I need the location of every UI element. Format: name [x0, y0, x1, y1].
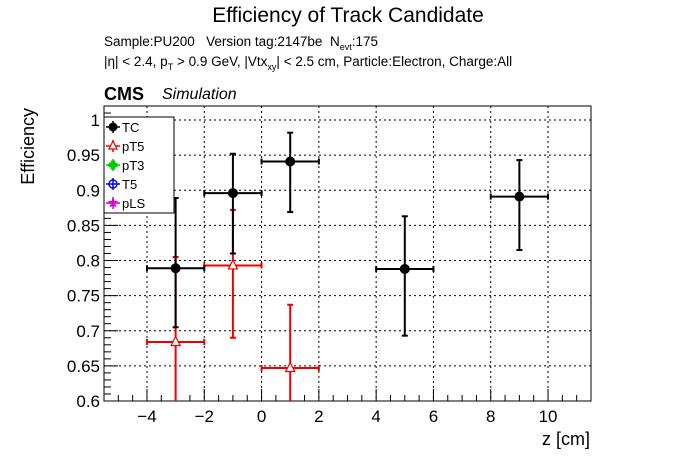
- x-tick-label: 0: [257, 407, 266, 426]
- legend-label-T5: T5: [122, 177, 137, 192]
- legend: TC pT5 pT3 T5 pLS: [103, 116, 175, 214]
- sample-text: Sample:PU200: [104, 34, 195, 49]
- y-tick-label: 0.7: [76, 322, 100, 341]
- legend-marker-TC: [108, 122, 118, 132]
- pt-cut-text: > 0.9 GeV, |Vtx: [173, 54, 268, 69]
- vtx-subscript: xy: [267, 62, 277, 72]
- data-point-TC: [170, 263, 181, 274]
- simulation-label: Simulation: [162, 86, 237, 103]
- x-tick-label: −2: [195, 407, 214, 426]
- plot-frame: [103, 105, 592, 402]
- chart-title: Efficiency of Track Candidate: [212, 4, 484, 27]
- y-tick-label: 1: [91, 111, 100, 130]
- legend-label-pT3: pT3: [122, 158, 144, 173]
- y-tick-label: 0.8: [76, 252, 100, 271]
- y-axis: 0.6 0.65 0.7 0.75 0.8 0.85 0.9 0.95 1: [67, 111, 118, 411]
- data-point-pT5: [227, 258, 239, 270]
- vtx-cut-text: | < 2.5 cm, Particle:Electron, Charge:Al…: [276, 54, 513, 69]
- legend-marker-pLS: [107, 197, 119, 208]
- legend-marker-pT3: [108, 160, 118, 170]
- x-axis: −4 −2 0 2 4 6 8 10: [117, 389, 578, 426]
- y-tick-label: 0.75: [67, 287, 100, 306]
- legend-label-pLS: pLS: [122, 196, 145, 211]
- x-tick-label: 8: [486, 407, 495, 426]
- y-tick-label: 0.95: [67, 146, 100, 165]
- data-point-TC: [227, 188, 238, 199]
- data-point-pT5: [170, 335, 182, 347]
- nevt-subscript: evt: [339, 42, 352, 52]
- subtitle-line-2: |η| < 2.4, pT > 0.9 GeV, |Vtxxy| < 2.5 c…: [104, 54, 512, 72]
- y-tick-label: 0.9: [76, 181, 100, 200]
- x-tick-label: 2: [314, 407, 323, 426]
- data-point-TC: [285, 156, 296, 167]
- legend-label-TC: TC: [122, 120, 139, 135]
- x-tick-label: −4: [137, 407, 156, 426]
- series-TC: [145, 131, 550, 337]
- y-tick-label: 0.65: [67, 357, 100, 376]
- x-tick-label: 6: [429, 407, 438, 426]
- nevt-symbol: N: [329, 34, 340, 49]
- data-point-TC: [399, 263, 410, 274]
- pt-subscript: T: [167, 62, 174, 72]
- cms-label: CMS: [104, 84, 144, 104]
- legend-marker-T5: [108, 179, 118, 189]
- x-tick-label: 4: [371, 407, 380, 426]
- legend-marker-pT5: [108, 139, 118, 150]
- grid-lines: [104, 106, 591, 402]
- y-tick-label: 0.6: [76, 392, 100, 411]
- legend-label-pT5: pT5: [122, 139, 144, 154]
- eta-cut-text: |η| < 2.4, p: [104, 54, 168, 69]
- nevt-value: :175: [351, 34, 378, 49]
- x-axis-label: z [cm]: [542, 429, 590, 449]
- y-tick-label: 0.85: [67, 216, 100, 235]
- subtitle-line-1: Sample:PU200 Version tag:2147be Nevt:175: [104, 34, 378, 52]
- data-point-pT5: [284, 361, 296, 373]
- y-axis-label: Efficiency: [18, 108, 38, 185]
- data-series: [145, 131, 550, 401]
- data-point-TC: [514, 191, 525, 202]
- x-tick-label: 10: [539, 407, 558, 426]
- version-text: Version tag:2147be: [206, 34, 323, 49]
